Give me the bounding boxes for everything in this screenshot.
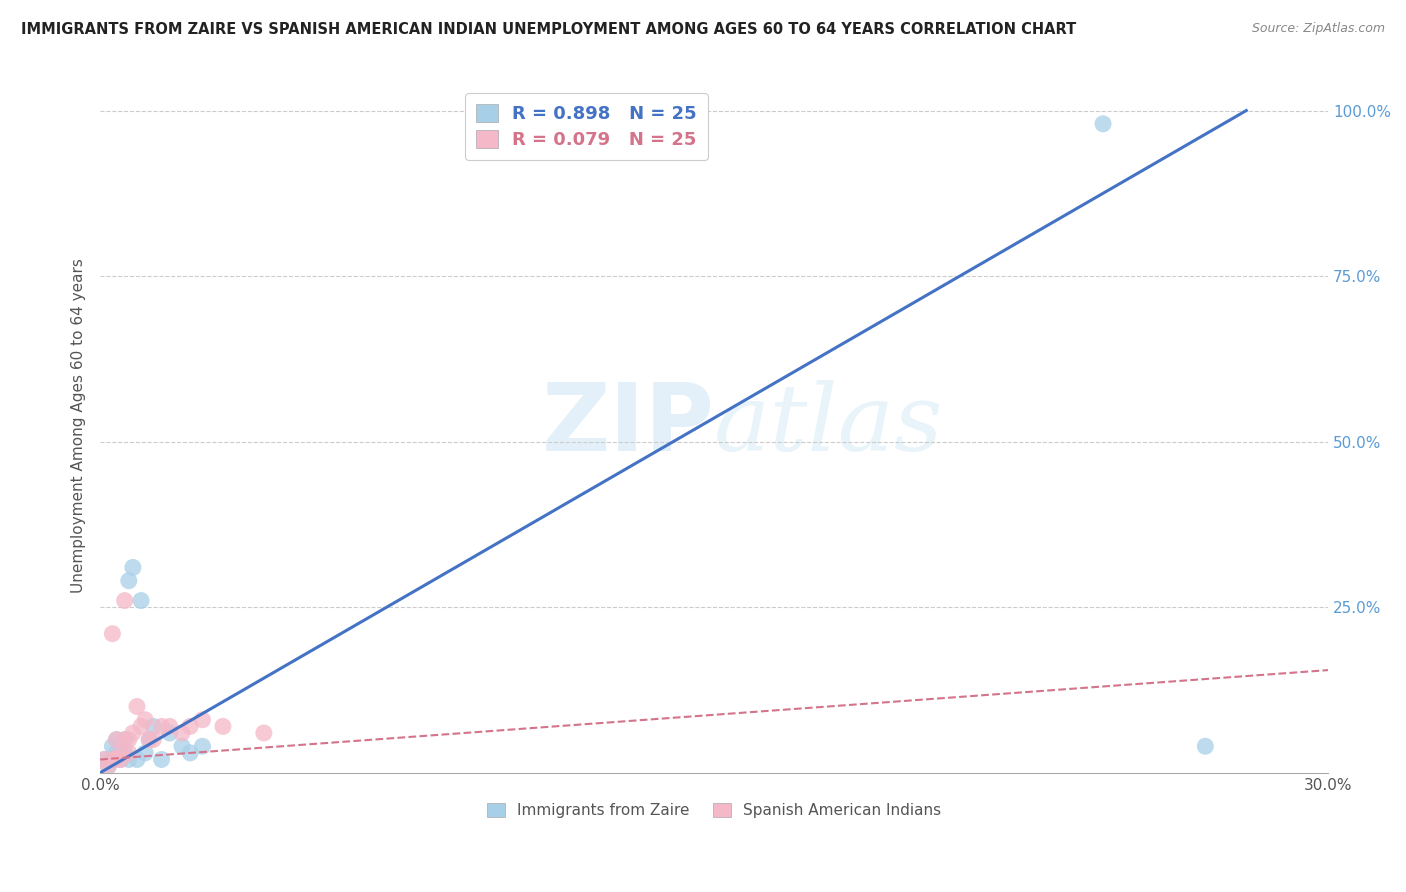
Point xyxy=(122,726,145,740)
Point xyxy=(142,719,165,733)
Point xyxy=(110,752,132,766)
Point xyxy=(191,739,214,754)
Point xyxy=(110,739,132,754)
Point xyxy=(150,719,173,733)
Point xyxy=(105,746,128,760)
Point xyxy=(105,732,128,747)
Point xyxy=(134,713,156,727)
Point xyxy=(110,746,132,760)
Text: IMMIGRANTS FROM ZAIRE VS SPANISH AMERICAN INDIAN UNEMPLOYMENT AMONG AGES 60 TO 6: IMMIGRANTS FROM ZAIRE VS SPANISH AMERICA… xyxy=(21,22,1077,37)
Point xyxy=(179,719,201,733)
Point xyxy=(114,732,136,747)
Point xyxy=(125,752,148,766)
Point xyxy=(114,593,136,607)
Point xyxy=(142,732,165,747)
Point xyxy=(105,732,128,747)
Point xyxy=(114,746,136,760)
Point xyxy=(150,752,173,766)
Point xyxy=(118,732,141,747)
Point xyxy=(170,726,193,740)
Point xyxy=(101,739,124,754)
Point xyxy=(170,739,193,754)
Point xyxy=(253,726,276,740)
Text: atlas: atlas xyxy=(714,380,943,470)
Point xyxy=(118,574,141,588)
Point xyxy=(110,752,132,766)
Point xyxy=(1091,117,1114,131)
Point xyxy=(191,713,214,727)
Point xyxy=(105,752,128,766)
Legend: Immigrants from Zaire, Spanish American Indians: Immigrants from Zaire, Spanish American … xyxy=(481,797,948,824)
Point xyxy=(101,626,124,640)
Point xyxy=(129,593,152,607)
Point xyxy=(97,759,120,773)
Point xyxy=(138,732,160,747)
Point xyxy=(118,746,141,760)
Point xyxy=(93,752,115,766)
Y-axis label: Unemployment Among Ages 60 to 64 years: Unemployment Among Ages 60 to 64 years xyxy=(72,258,86,592)
Point xyxy=(114,732,136,747)
Point xyxy=(1194,739,1216,754)
Point xyxy=(93,752,115,766)
Point xyxy=(125,699,148,714)
Point xyxy=(138,732,160,747)
Text: Source: ZipAtlas.com: Source: ZipAtlas.com xyxy=(1251,22,1385,36)
Text: ZIP: ZIP xyxy=(541,379,714,471)
Point xyxy=(134,746,156,760)
Point xyxy=(159,726,181,740)
Point xyxy=(101,752,124,766)
Point xyxy=(159,719,181,733)
Point xyxy=(212,719,235,733)
Point xyxy=(129,719,152,733)
Point xyxy=(122,560,145,574)
Point xyxy=(118,752,141,766)
Point xyxy=(101,752,124,766)
Point xyxy=(97,759,120,773)
Point xyxy=(179,746,201,760)
